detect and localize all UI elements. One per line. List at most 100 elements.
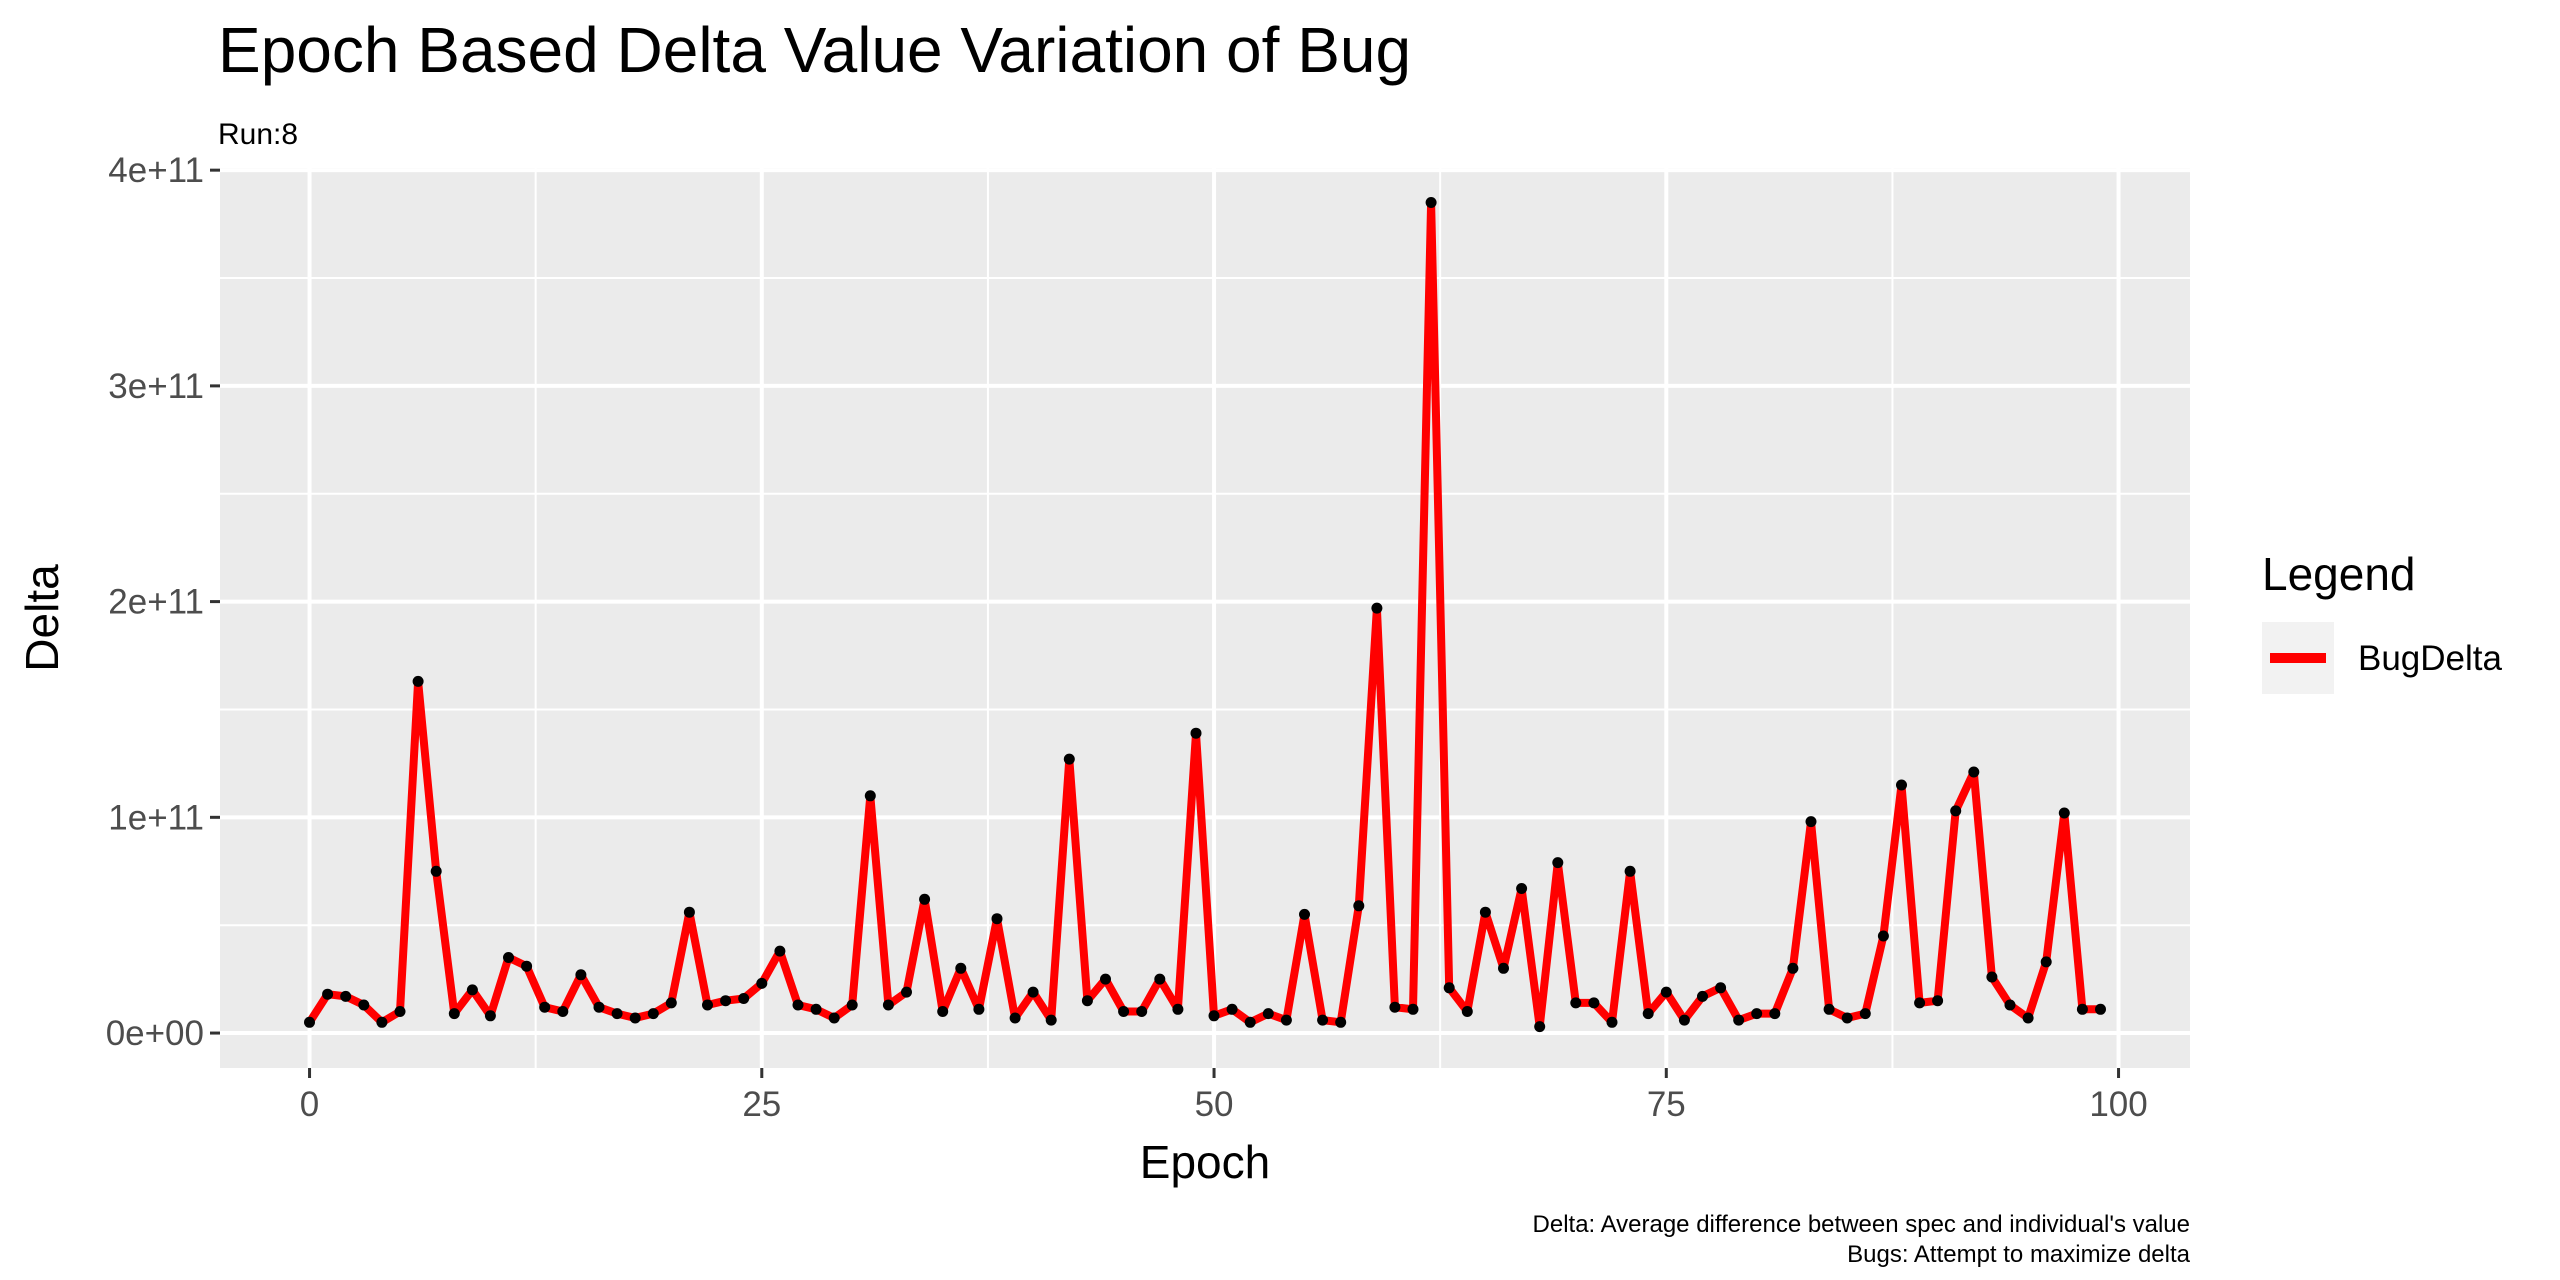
data-point	[1588, 997, 1600, 1009]
data-point	[1299, 908, 1310, 920]
data-point	[1516, 883, 1528, 894]
legend-title: Legend	[2262, 548, 2416, 600]
data-point	[340, 990, 352, 1002]
data-point	[1733, 1014, 1745, 1026]
data-point	[1642, 1008, 1654, 1020]
axis-ticks: 0 25 50 75 100 0e+00 1e+11 2e+11 3e+11 4e+11	[106, 151, 2148, 1124]
data-point	[2076, 1003, 2088, 1015]
data-point	[1389, 1001, 1401, 1013]
data-point	[919, 893, 931, 905]
data-point	[358, 999, 370, 1011]
data-point	[1335, 1016, 1347, 1028]
data-point	[629, 1012, 641, 1024]
x-tick-label: 25	[742, 1085, 781, 1124]
data-point	[792, 999, 804, 1011]
data-point	[1407, 1003, 1419, 1015]
y-tick-label: 1e+11	[108, 798, 204, 837]
x-tick-label: 75	[1647, 1085, 1686, 1124]
data-point	[774, 945, 786, 957]
legend-label: BugDelta	[2358, 639, 2503, 678]
data-point	[1751, 1008, 1763, 1020]
data-point	[1498, 962, 1509, 974]
data-point	[1081, 995, 1093, 1007]
data-point	[1009, 1012, 1021, 1024]
data-point	[412, 675, 424, 687]
data-point	[738, 993, 750, 1004]
data-point	[1226, 1003, 1238, 1015]
caption-line-1: Delta: Average difference between spec a…	[1533, 1211, 2190, 1238]
data-point	[973, 1003, 985, 1015]
data-point	[1552, 857, 1564, 869]
data-point	[503, 952, 514, 963]
data-point	[539, 1001, 551, 1013]
y-axis-label: Delta	[16, 564, 68, 672]
y-tick-label: 2e+11	[108, 583, 204, 622]
data-point	[593, 1001, 605, 1013]
data-point	[1660, 986, 1672, 998]
data-point	[611, 1008, 623, 1020]
data-point	[1896, 779, 1907, 791]
data-point	[955, 962, 967, 974]
data-point	[937, 1006, 949, 1017]
data-point	[2040, 956, 2052, 968]
data-point	[1823, 1003, 1835, 1015]
data-point	[1968, 766, 1980, 778]
data-point	[2022, 1012, 2034, 1024]
data-point	[2095, 1003, 2106, 1015]
data-point	[1100, 973, 1111, 985]
data-point	[1986, 971, 1998, 983]
x-tick-label: 0	[300, 1085, 319, 1124]
data-point	[1244, 1016, 1256, 1028]
data-point	[702, 999, 713, 1011]
data-point	[665, 997, 677, 1009]
data-point	[1914, 997, 1926, 1009]
data-point	[1787, 962, 1799, 974]
data-point	[683, 906, 695, 918]
data-point	[1805, 816, 1817, 828]
data-point	[394, 1006, 406, 1017]
data-point	[846, 999, 858, 1011]
data-point	[1425, 197, 1437, 208]
data-point	[1534, 1021, 1546, 1033]
data-point	[1063, 753, 1075, 765]
data-point	[1136, 1006, 1148, 1017]
data-point	[430, 865, 442, 877]
data-point	[1950, 805, 1962, 817]
data-point	[1570, 997, 1582, 1009]
data-point	[1027, 986, 1039, 998]
data-point	[1371, 602, 1383, 614]
data-point	[864, 790, 876, 802]
data-point	[1678, 1014, 1690, 1026]
data-point	[322, 988, 334, 1000]
data-point	[1697, 990, 1708, 1002]
data-point	[882, 999, 894, 1011]
data-point	[1045, 1014, 1057, 1026]
data-point	[1877, 930, 1889, 942]
data-point	[1118, 1006, 1130, 1017]
data-point	[448, 1008, 460, 1020]
data-point	[557, 1006, 569, 1017]
data-point	[1841, 1012, 1853, 1024]
data-point	[2058, 807, 2070, 819]
data-point	[828, 1012, 840, 1024]
data-point	[720, 995, 732, 1007]
series-line-BugDelta	[305, 198, 2105, 1031]
legend: Legend BugDelta	[2262, 548, 2503, 694]
data-point	[575, 969, 587, 981]
data-point	[1769, 1008, 1781, 1020]
data-point	[1353, 900, 1365, 912]
data-point	[521, 960, 533, 972]
data-point	[1479, 906, 1491, 918]
data-point	[756, 977, 768, 989]
data-point	[1262, 1008, 1274, 1020]
data-point	[991, 913, 1003, 925]
data-point	[304, 1016, 315, 1028]
data-point	[901, 986, 912, 998]
data-point	[1172, 1003, 1184, 1015]
data-point	[1154, 973, 1166, 985]
data-point	[1715, 982, 1727, 994]
data-point	[1190, 727, 1202, 739]
data-point	[1932, 995, 1944, 1007]
x-tick-label: 100	[2089, 1085, 2147, 1124]
